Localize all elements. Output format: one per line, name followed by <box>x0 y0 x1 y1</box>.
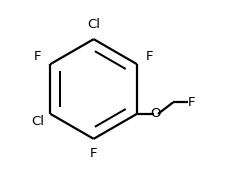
Text: Cl: Cl <box>31 115 44 128</box>
Text: F: F <box>33 50 41 63</box>
Text: F: F <box>90 147 97 161</box>
Text: O: O <box>150 107 160 121</box>
Text: F: F <box>145 50 153 63</box>
Text: F: F <box>187 96 194 109</box>
Text: Cl: Cl <box>87 17 100 31</box>
